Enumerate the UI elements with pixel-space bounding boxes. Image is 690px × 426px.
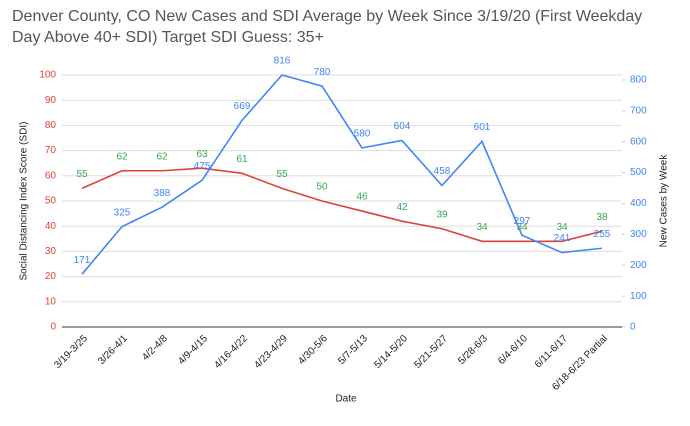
- x-tick-label: 6/11-6/17: [533, 333, 570, 370]
- y2-tick-label: 200: [630, 260, 647, 271]
- y2-tick-label: 100: [630, 291, 647, 302]
- data-label: 39: [436, 209, 448, 220]
- data-label: 62: [116, 151, 128, 162]
- y-tick-label: 20: [45, 271, 57, 282]
- x-tick-label: 4/23-4/29: [252, 333, 290, 371]
- data-label: 55: [76, 169, 88, 180]
- y-tick-label: 50: [45, 196, 57, 207]
- y-axis-label: Social Distancing Index Score (SDI): [19, 122, 30, 281]
- data-label: 669: [234, 101, 251, 112]
- x-tick-label: 5/28-6/3: [456, 333, 490, 367]
- x-tick-label: 4/2-4/8: [140, 333, 170, 363]
- data-label: 816: [274, 56, 291, 67]
- series-line: [81, 167, 603, 243]
- y-tick-label: 30: [45, 246, 57, 257]
- x-tick-label: 3/19-3/25: [52, 333, 90, 371]
- x-tick-label: 5/21-5/27: [412, 333, 450, 371]
- x-tick-label: 3/26-4/1: [96, 333, 130, 367]
- chart-title: Denver County, CO New Cases and SDI Aver…: [12, 8, 643, 46]
- y-tick-label: 90: [45, 95, 57, 106]
- data-label: 388: [154, 188, 171, 199]
- data-label: 601: [474, 122, 491, 133]
- data-label: 325: [114, 207, 131, 218]
- data-label: 63: [196, 149, 208, 160]
- data-label: 42: [396, 202, 408, 213]
- data-label: 458: [434, 166, 451, 177]
- y-tick-label: 10: [45, 296, 57, 307]
- y2-tick-label: 700: [630, 105, 647, 116]
- y2-axis-label: New Cases by Week: [659, 154, 670, 248]
- x-tick-label: 6/4-6/10: [496, 333, 530, 367]
- x-axis-label: Date: [335, 394, 357, 405]
- data-label: 580: [354, 129, 371, 140]
- y2-tick-label: 300: [630, 229, 647, 240]
- data-label: 475: [194, 161, 211, 172]
- data-label: 255: [594, 229, 611, 240]
- data-label: 46: [356, 192, 368, 203]
- data-label: 171: [74, 255, 91, 266]
- data-label: 241: [554, 233, 571, 244]
- data-label: 780: [314, 67, 331, 78]
- x-tick-label: 4/16-4/22: [212, 333, 250, 371]
- x-tick-label: 4/30-5/6: [296, 333, 330, 367]
- y-tick-label: 60: [45, 170, 57, 181]
- data-label: 297: [514, 216, 531, 227]
- data-label: 34: [556, 222, 568, 233]
- y-tick-label: 0: [50, 322, 56, 333]
- y2-tick-label: 800: [630, 75, 647, 86]
- data-label: 604: [394, 121, 411, 132]
- data-label: 61: [236, 154, 248, 165]
- y2-tick-label: 600: [630, 136, 647, 147]
- data-label: 34: [516, 222, 528, 233]
- series-line: [81, 74, 603, 275]
- data-label: 34: [476, 222, 488, 233]
- data-label: 50: [316, 182, 328, 193]
- y-tick-label: 70: [45, 145, 57, 156]
- y-tick-label: 80: [45, 120, 57, 131]
- y-tick-label: 40: [45, 221, 57, 232]
- x-tick-label: 4/9-4/15: [176, 333, 210, 367]
- x-tick-label: 5/14-5/20: [372, 333, 410, 371]
- y2-tick-label: 500: [630, 167, 647, 178]
- y2-tick-label: 0: [630, 322, 636, 333]
- data-label: 38: [596, 212, 608, 223]
- y2-tick-label: 400: [630, 198, 647, 209]
- x-tick-label: 5/7-5/13: [336, 333, 370, 367]
- data-label: 55: [276, 169, 288, 180]
- y-tick-label: 100: [39, 70, 56, 81]
- data-label: 62: [156, 151, 168, 162]
